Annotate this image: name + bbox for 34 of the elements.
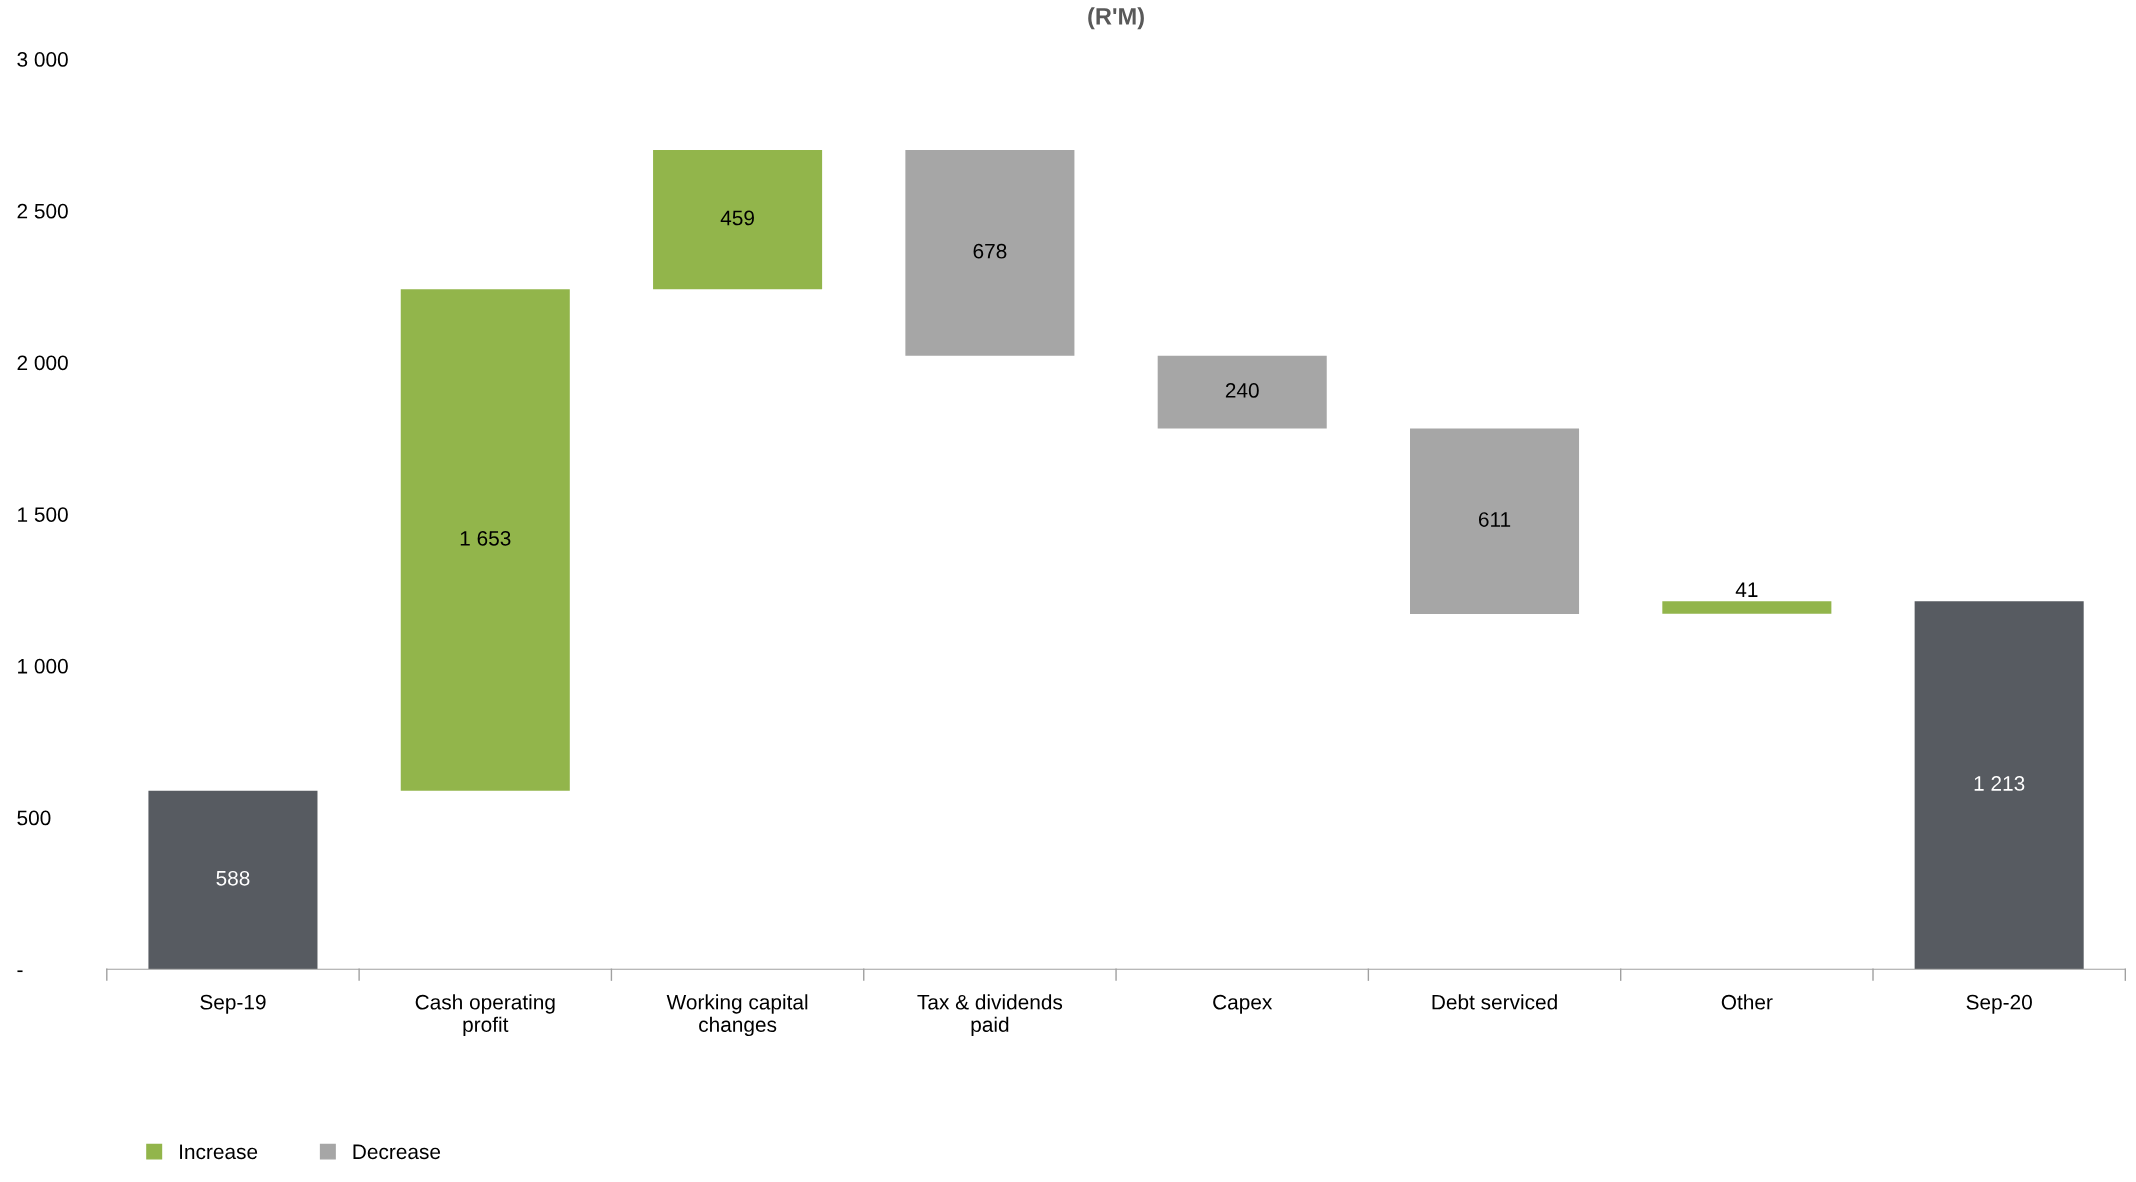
bar [1157, 355, 1327, 429]
y-tick-label: 500 [17, 810, 51, 826]
x-tick-label: Cash operating profit [415, 994, 555, 1037]
x-tick-label: Working capital changes [666, 994, 808, 1037]
y-tick-label: 2 000 [17, 355, 68, 371]
bar [148, 790, 318, 970]
y-tick-label: 2 500 [17, 203, 68, 219]
x-tick-label: Debt serviced [1432, 994, 1557, 1010]
x-tick-label: Capex [1213, 994, 1273, 1014]
data-label: 459 [720, 210, 754, 226]
data-label: 41 [1735, 582, 1758, 597]
x-tick-label: Sep-19 [200, 994, 266, 1014]
y-tick-label: 1 500 [18, 507, 68, 522]
chart-title: (R'M) [1088, 7, 1144, 30]
bar [653, 150, 823, 290]
bar [1914, 601, 2084, 970]
y-tick-label: - [17, 970, 23, 973]
data-label: 678 [973, 243, 1007, 259]
data-label: 1 653 [460, 530, 511, 546]
legend-label: Increase [180, 1144, 258, 1160]
x-tick-label: Tax & dividends paid [917, 994, 1063, 1037]
data-label: 611 [1478, 512, 1511, 527]
y-tick-label: 1 000 [18, 658, 68, 674]
legend-label: Decrease [353, 1144, 441, 1160]
y-tick-label: 3 000 [17, 52, 68, 67]
bar [1662, 601, 1832, 614]
data-label: 1 213 [1974, 776, 2025, 791]
bar [905, 150, 1075, 356]
bar [400, 289, 570, 791]
bar [1410, 428, 1580, 614]
x-tick-label: Sep-20 [1966, 994, 2032, 1014]
data-label: 240 [1225, 383, 1259, 398]
data-label: 588 [216, 870, 250, 886]
x-tick-label: Other [1721, 994, 1773, 1010]
